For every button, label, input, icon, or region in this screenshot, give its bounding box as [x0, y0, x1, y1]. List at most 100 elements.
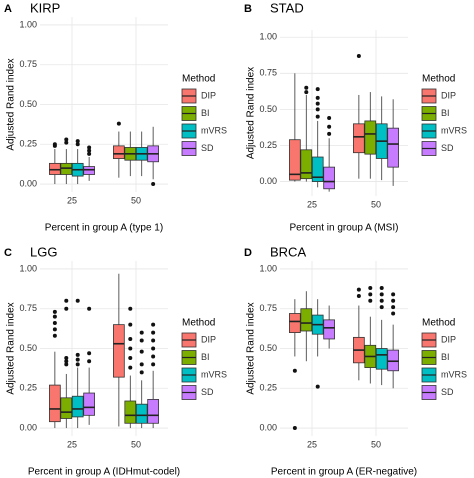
legend-label: BI [441, 108, 450, 118]
y-tick-label: 0.50 [19, 99, 37, 109]
outlier [64, 137, 69, 142]
outlier [52, 321, 57, 326]
box [113, 324, 125, 378]
box [323, 166, 335, 190]
outlier [52, 314, 57, 319]
y-tick-label: 0.75 [19, 59, 37, 69]
legend-title: Method [422, 318, 455, 329]
y-tick-label: 0.25 [259, 383, 277, 393]
outlier [151, 330, 156, 335]
box [113, 145, 125, 159]
y-axis-label: Adjusted Rand index [6, 58, 17, 150]
panel-label: C [4, 247, 12, 259]
box [300, 149, 313, 180]
legend-label: DIP [201, 334, 216, 344]
y-tick-label: 0.00 [259, 176, 277, 186]
y-tick-label: 1.00 [259, 32, 277, 42]
outlier [151, 322, 156, 327]
outlier [327, 124, 332, 129]
legend-label: DIP [441, 90, 456, 100]
outlier [368, 298, 373, 303]
outlier [64, 298, 69, 303]
outlier [75, 352, 80, 357]
outlier [139, 349, 144, 354]
outlier [379, 298, 384, 303]
x-axis-label: Percent in group A (ER-negative) [271, 467, 417, 478]
y-tick-label: 0.50 [259, 343, 277, 353]
outlier [128, 356, 133, 361]
legend-title: Method [182, 318, 215, 329]
outlier [379, 292, 384, 297]
outlier [292, 368, 297, 373]
legend-label: BI [441, 352, 450, 362]
y-tick-label: 0.00 [19, 178, 37, 188]
y-tick-label: 0.25 [19, 139, 37, 149]
box [147, 399, 159, 424]
box [71, 395, 84, 418]
outlier [139, 362, 144, 367]
legend-title: Method [182, 74, 215, 85]
legend-label: SD [441, 143, 454, 153]
y-tick-label: 0.00 [259, 422, 277, 432]
y-axis-label: Adjusted Rand index [6, 302, 17, 394]
outlier [87, 145, 92, 150]
outlier [64, 362, 69, 367]
legend-label: BI [201, 108, 210, 118]
outlier [128, 322, 133, 327]
panel-title: STAD [270, 0, 304, 15]
box [135, 403, 148, 424]
outlier [128, 346, 133, 351]
legend-label: DIP [201, 90, 216, 100]
outlier [315, 87, 320, 92]
outlier [327, 116, 332, 121]
x-axis-label: Percent in group A (IDHmut-codel) [28, 467, 180, 478]
outlier [128, 306, 133, 311]
outlier [64, 356, 69, 361]
outlier [315, 114, 320, 119]
x-tick-label: 25 [307, 199, 317, 209]
outlier [116, 121, 121, 126]
outlier [304, 90, 309, 95]
box [300, 308, 313, 332]
outlier [75, 357, 80, 362]
outlier [292, 426, 297, 431]
y-tick-label: 1.00 [259, 263, 277, 273]
outlier [151, 354, 156, 359]
outlier [391, 298, 396, 303]
outlier [64, 359, 69, 364]
x-axis-label: Percent in group A (MSI) [290, 223, 399, 234]
outlier [315, 95, 320, 100]
outlier [151, 346, 156, 351]
box [289, 139, 301, 181]
panel-title: BRCA [270, 244, 306, 259]
outlier [356, 294, 361, 298]
box [387, 127, 399, 168]
x-tick-label: 25 [307, 439, 317, 449]
legend-label: DIP [441, 334, 456, 344]
legend-label: mVRS [201, 369, 227, 379]
box [124, 400, 137, 424]
legend-label: mVRS [441, 125, 467, 135]
y-tick-label: 1.00 [19, 263, 37, 273]
outlier [52, 327, 57, 332]
outlier [75, 298, 80, 303]
outlier [356, 287, 361, 292]
outlier [64, 140, 69, 145]
outlier [315, 107, 320, 112]
legend-label: mVRS [441, 369, 467, 379]
panel-label: A [4, 3, 12, 15]
outlier [327, 131, 332, 136]
outlier [368, 292, 373, 297]
y-tick-label: 0.75 [259, 68, 277, 78]
panel-label: D [244, 247, 252, 259]
box [49, 384, 61, 423]
x-tick-label: 50 [131, 195, 141, 205]
x-tick-label: 50 [131, 439, 141, 449]
box [311, 156, 324, 182]
outlier [379, 286, 384, 291]
x-tick-label: 50 [371, 439, 381, 449]
x-axis-label: Percent in group A (type 1) [45, 223, 163, 234]
y-tick-label: 0.50 [259, 104, 277, 114]
outlier [75, 362, 80, 367]
y-axis-label: Adjusted Rand index [246, 302, 257, 394]
